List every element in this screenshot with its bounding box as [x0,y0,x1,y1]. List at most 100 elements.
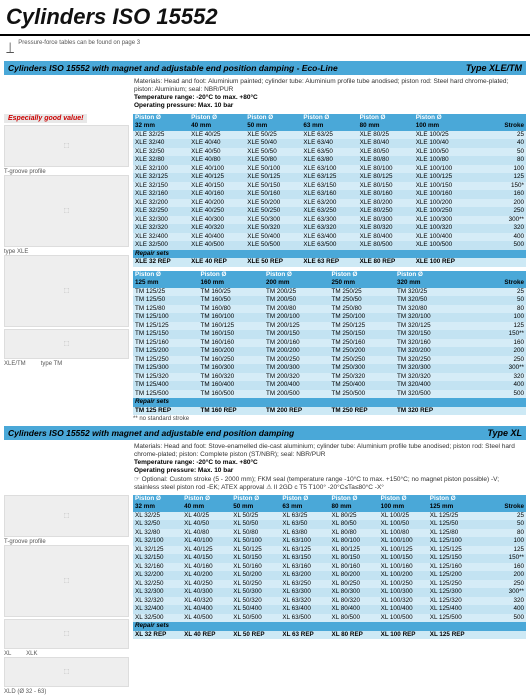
order-cell: XL 32/125 [133,546,182,555]
order-cell: XLE 40/150 [189,182,245,191]
order-cell: XLE 100/80 [414,156,470,165]
order-cell: XLE 40/80 [189,156,245,165]
col-piston-label: Piston Ø [199,271,265,280]
stroke-cell: 250 [470,207,526,216]
order-cell: XL 100/500 [379,614,428,623]
order-cell: XL 80/200 [330,571,379,580]
stroke-cell: 500 [470,241,526,250]
order-cell: XL 50/300 [231,588,280,597]
product-image: ⬚ [4,175,129,247]
order-cell: TM 160/100 [199,313,265,322]
order-cell: TM 320/200 [395,347,461,356]
order-cell: XLE 100/25 [414,131,470,140]
order-cell: XLE 40/320 [189,224,245,233]
col-piston-label: Piston Ø [133,114,189,123]
order-cell: XLE 32/100 [133,165,189,174]
order-cell: XLE 50/300 [245,216,301,225]
order-cell: TM 125/250 [133,356,199,365]
col-diameter: 80 mm [330,503,379,512]
order-cell: XL 40/400 [182,605,231,614]
stroke-cell: 160 [477,563,526,572]
repair-cell: XL 100 REP [379,631,428,640]
temp-range: Temperature range: -20°C to max. +80°C [134,94,258,101]
order-cell: XL 40/300 [182,588,231,597]
product-image: ⬚ [4,495,129,537]
order-cell: XL 100/50 [379,520,428,529]
section-title: Cylinders ISO 15552 with magnet and adju… [8,428,487,438]
order-cell: XL 40/160 [182,563,231,572]
order-cell: XL 80/50 [330,520,379,529]
order-cell: TM 320/400 [395,381,461,390]
order-cell: XL 40/200 [182,571,231,580]
order-cell: XLE 32/300 [133,216,189,225]
order-cell: XL 125/25 [428,512,477,521]
stroke-cell: 80 [461,305,527,314]
stroke-cell: 50 [477,520,526,529]
stroke-cell: 80 [470,156,526,165]
repair-cell: XLE 80 REP [358,258,414,267]
col-diameter: 250 mm [330,279,396,288]
order-cell: XL 32/150 [133,554,182,563]
col-piston-label: Piston Ø [414,114,470,123]
order-cell: TM 160/125 [199,322,265,331]
order-cell: XLE 32/320 [133,224,189,233]
order-cell: XLE 32/400 [133,233,189,242]
col-stroke-label: Stroke [477,503,526,512]
repair-cell: XL 50 REP [231,631,280,640]
stroke-cell: 500 [461,390,527,399]
order-cell: TM 250/300 [330,364,396,373]
order-cell: TM 320/320 [395,373,461,382]
order-cell: XLE 80/250 [358,207,414,216]
order-cell: XLE 63/100 [301,165,357,174]
order-cell: XLE 32/160 [133,190,189,199]
order-cell: XLE 50/125 [245,173,301,182]
order-cell: TM 160/25 [199,288,265,297]
col-piston-label: Piston Ø [280,495,329,504]
order-cell: XLE 63/150 [301,182,357,191]
order-cell: XL 100/320 [379,597,428,606]
order-cell: XLE 40/125 [189,173,245,182]
image-column: ⬚ T-groove profile ⬚ ⬚ XL XLK ⬚ XLD (Ø 3… [4,495,129,695]
order-cell: XLE 40/300 [189,216,245,225]
order-cell: XL 80/100 [330,537,379,546]
order-cell: TM 160/300 [199,364,265,373]
order-cell: XLE 100/160 [414,190,470,199]
col-diameter: 100 mm [414,122,470,131]
stroke-cell: 200 [461,347,527,356]
op-pressure: Operating pressure: Max. 10 bar [134,102,233,109]
col-diameter: 32 mm [133,122,189,131]
order-cell: XLE 50/200 [245,199,301,208]
col-piston-label: Piston Ø [330,495,379,504]
order-cell: XL 32/200 [133,571,182,580]
order-cell: XL 100/300 [379,588,428,597]
order-cell: TM 250/25 [330,288,396,297]
repair-cell: XLE 63 REP [301,258,357,267]
order-cell: XL 80/500 [330,614,379,623]
stroke-cell: 320 [461,373,527,382]
col-diameter: 320 mm [395,279,461,288]
order-cell: XL 32/300 [133,588,182,597]
order-cell: XL 125/125 [428,546,477,555]
order-cell: TM 320/25 [395,288,461,297]
order-cell: XLE 100/50 [414,148,470,157]
img-caption: XLK [26,651,37,657]
order-cell: XLE 80/25 [358,131,414,140]
order-cell: XL 63/500 [280,614,329,623]
order-cell: XL 125/320 [428,597,477,606]
col-piston-label: Piston Ø [245,114,301,123]
order-cell: XLE 40/500 [189,241,245,250]
order-cell: XL 63/250 [280,580,329,589]
repair-cell: XL 125 REP [428,631,477,640]
order-cell: XL 40/320 [182,597,231,606]
order-cell: XL 32/50 [133,520,182,529]
repair-sets-label: Repair sets [133,250,526,259]
stroke-cell: 25 [470,131,526,140]
order-cell: TM 250/100 [330,313,396,322]
section-xl: Cylinders ISO 15552 with magnet and adju… [4,426,526,695]
order-cell: XL 63/160 [280,563,329,572]
order-cell: TM 320/300 [395,364,461,373]
order-cell: XLE 32/80 [133,156,189,165]
order-cell: TM 250/500 [330,390,396,399]
repair-cell: TM 200 REP [264,407,330,416]
order-cell: XLE 63/25 [301,131,357,140]
